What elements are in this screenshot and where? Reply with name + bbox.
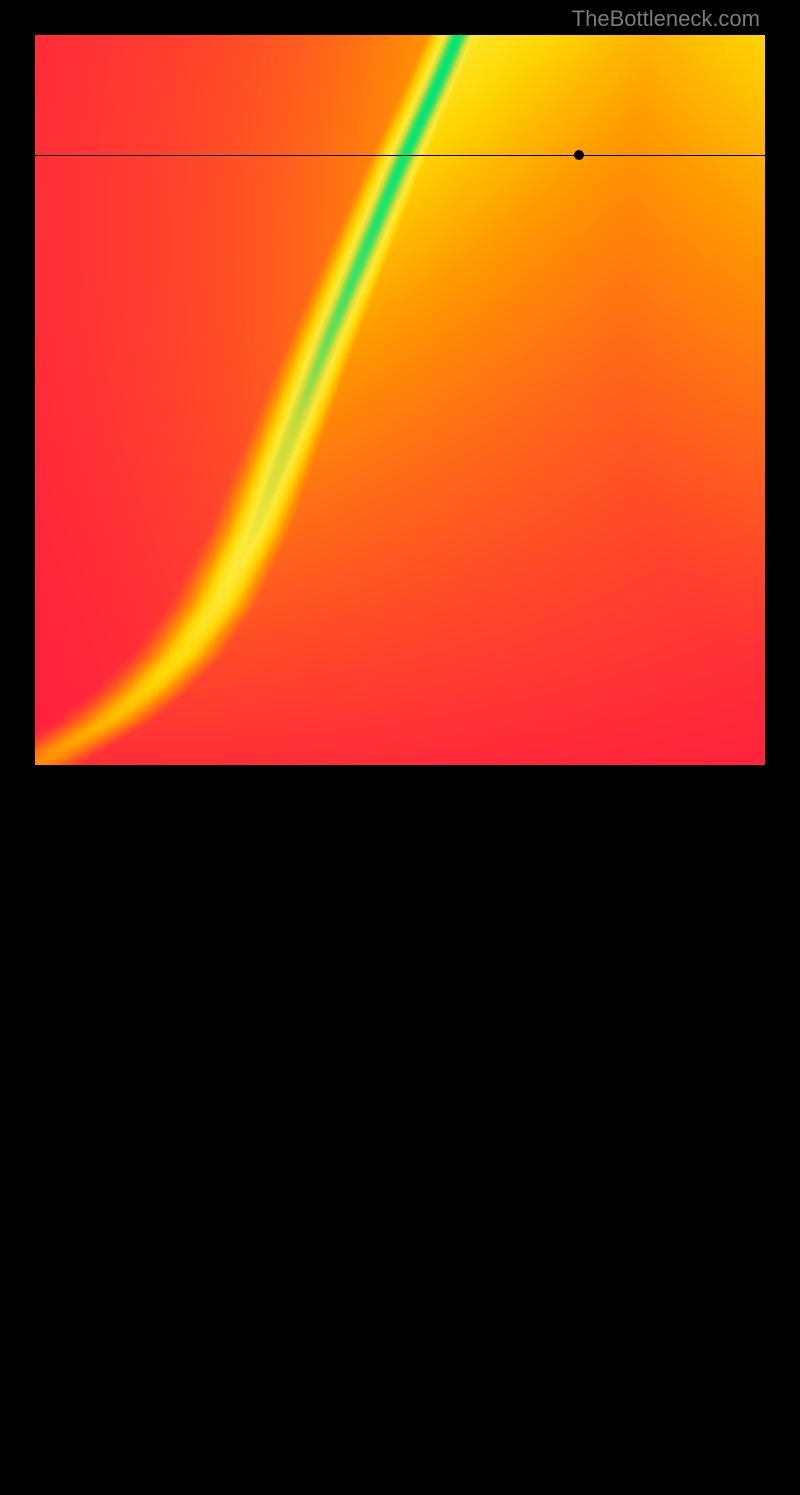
heatmap-plot xyxy=(35,35,765,765)
crosshair-horizontal xyxy=(35,155,765,156)
crosshair-vertical xyxy=(579,765,580,1495)
crosshair-marker-dot xyxy=(574,150,584,160)
watermark-text: TheBottleneck.com xyxy=(572,6,760,32)
heatmap-canvas xyxy=(35,35,765,765)
